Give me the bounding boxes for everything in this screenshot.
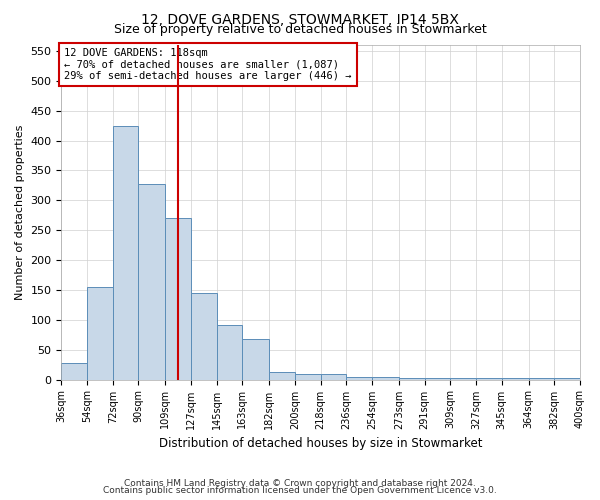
Bar	[554, 378, 580, 380]
Bar	[166, 218, 191, 380]
Bar	[217, 324, 242, 380]
Text: Contains public sector information licensed under the Open Government Licence v3: Contains public sector information licen…	[103, 486, 497, 495]
X-axis label: Distribution of detached houses by size in Stowmarket: Distribution of detached houses by size …	[159, 437, 482, 450]
Y-axis label: Number of detached properties: Number of detached properties	[15, 124, 25, 300]
Bar	[529, 378, 554, 380]
Text: Contains HM Land Registry data © Crown copyright and database right 2024.: Contains HM Land Registry data © Crown c…	[124, 478, 476, 488]
Bar	[399, 378, 425, 380]
Text: 12, DOVE GARDENS, STOWMARKET, IP14 5BX: 12, DOVE GARDENS, STOWMARKET, IP14 5BX	[141, 12, 459, 26]
Bar	[346, 376, 372, 380]
Bar	[191, 293, 217, 380]
Bar	[502, 378, 529, 380]
Bar	[113, 126, 139, 380]
Bar	[425, 378, 451, 380]
Bar	[295, 374, 321, 380]
Bar	[372, 376, 399, 380]
Bar	[87, 287, 113, 380]
Bar	[580, 378, 600, 380]
Text: Size of property relative to detached houses in Stowmarket: Size of property relative to detached ho…	[113, 22, 487, 36]
Bar	[269, 372, 295, 380]
Bar	[242, 339, 269, 380]
Bar	[61, 364, 87, 380]
Bar	[451, 378, 476, 380]
Bar	[476, 378, 502, 380]
Bar	[139, 184, 166, 380]
Bar	[321, 374, 346, 380]
Text: 12 DOVE GARDENS: 118sqm
← 70% of detached houses are smaller (1,087)
29% of semi: 12 DOVE GARDENS: 118sqm ← 70% of detache…	[64, 48, 352, 81]
